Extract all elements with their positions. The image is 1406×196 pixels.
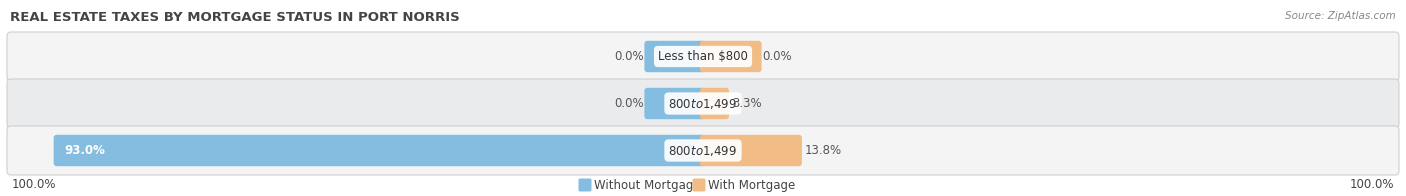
FancyBboxPatch shape [644,41,706,72]
FancyBboxPatch shape [700,41,762,72]
Text: Less than $800: Less than $800 [658,50,748,63]
FancyBboxPatch shape [578,179,592,191]
Text: 0.0%: 0.0% [614,50,644,63]
Text: 3.3%: 3.3% [733,97,762,110]
FancyBboxPatch shape [700,88,728,119]
FancyBboxPatch shape [7,32,1399,81]
Text: $800 to $1,499: $800 to $1,499 [668,96,738,111]
Text: 100.0%: 100.0% [13,179,56,191]
Text: REAL ESTATE TAXES BY MORTGAGE STATUS IN PORT NORRIS: REAL ESTATE TAXES BY MORTGAGE STATUS IN … [10,11,460,24]
Text: $800 to $1,499: $800 to $1,499 [668,143,738,158]
Text: Source: ZipAtlas.com: Source: ZipAtlas.com [1285,11,1396,21]
Text: Without Mortgage: Without Mortgage [593,179,700,191]
FancyBboxPatch shape [7,126,1399,175]
FancyBboxPatch shape [693,179,706,191]
Text: 93.0%: 93.0% [65,144,105,157]
Text: 100.0%: 100.0% [1350,179,1393,191]
FancyBboxPatch shape [700,135,801,166]
Text: With Mortgage: With Mortgage [709,179,796,191]
FancyBboxPatch shape [644,88,706,119]
Text: 13.8%: 13.8% [804,144,842,157]
FancyBboxPatch shape [7,79,1399,128]
Text: 0.0%: 0.0% [762,50,792,63]
FancyBboxPatch shape [53,135,706,166]
Text: 0.0%: 0.0% [614,97,644,110]
